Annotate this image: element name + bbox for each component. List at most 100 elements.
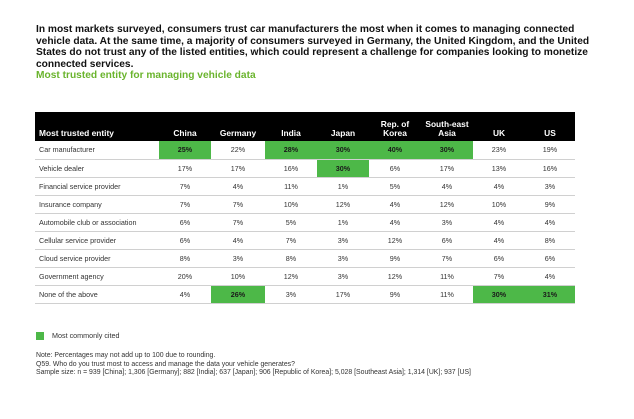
table-cell: 30% [317, 141, 369, 160]
row-label: Vehicle dealer [35, 159, 159, 178]
table-cell: 3% [525, 177, 575, 196]
table-cell: 31% [525, 285, 575, 304]
header-column: UK [473, 112, 525, 141]
table-cell: 4% [369, 213, 421, 232]
table-cell: 7% [211, 213, 265, 232]
table-cell: 8% [265, 249, 317, 268]
table-cell: 12% [421, 195, 473, 214]
table-cell: 4% [473, 213, 525, 232]
table-cell: 7% [421, 249, 473, 268]
table-cell: 4% [525, 267, 575, 286]
table-cell: 3% [265, 285, 317, 304]
table-cell: 3% [317, 267, 369, 286]
table-cell: 3% [211, 249, 265, 268]
table-cell: 6% [369, 159, 421, 178]
table-cell: 7% [159, 195, 211, 214]
table-cell: 3% [421, 213, 473, 232]
table-cell: 7% [211, 195, 265, 214]
note-question: Q59. Who do you trust most to access and… [36, 360, 295, 368]
table-cell: 10% [211, 267, 265, 286]
table-cell: 40% [369, 141, 421, 160]
table-cell: 1% [317, 177, 369, 196]
row-label: Cloud service provider [35, 249, 159, 268]
table-cell: 12% [369, 231, 421, 250]
header-column: Rep. of Korea [369, 112, 421, 141]
table-cell: 16% [525, 159, 575, 178]
row-label: Financial service provider [35, 177, 159, 196]
header-column: Germany [211, 112, 265, 141]
table-cell: 30% [421, 141, 473, 160]
table-cell: 12% [369, 267, 421, 286]
table-cell: 5% [265, 213, 317, 232]
row-label: Automobile club or association [35, 213, 159, 232]
legend-label: Most commonly cited [52, 331, 120, 340]
table-cell: 25% [159, 141, 211, 160]
header-column: South-east Asia [421, 112, 473, 141]
table-cell: 6% [159, 231, 211, 250]
table-cell: 7% [159, 177, 211, 196]
header-column: Japan [317, 112, 369, 141]
table-cell: 4% [473, 231, 525, 250]
table-cell: 23% [473, 141, 525, 160]
table-row: Insurance company 7% 7% 10% 12% 4% 12% 10% 9% [35, 195, 575, 214]
table-cell: 20% [159, 267, 211, 286]
table-cell: 16% [265, 159, 317, 178]
row-label: Cellular service provider [35, 231, 159, 250]
note-sample-size: Sample size: n = 939 [China]; 1,306 [Ger… [36, 369, 471, 377]
table-cell: 9% [369, 249, 421, 268]
table-cell: 30% [473, 285, 525, 304]
table-cell: 3% [317, 231, 369, 250]
table-cell: 11% [421, 285, 473, 304]
table-cell: 1% [317, 213, 369, 232]
table-cell: 6% [159, 213, 211, 232]
table-cell: 13% [473, 159, 525, 178]
table-cell: 12% [265, 267, 317, 286]
legend-swatch [36, 331, 44, 340]
table-row: Cellular service provider 6% 4% 7% 3% 12% 6% 4%… [35, 231, 575, 250]
table-cell: 7% [473, 267, 525, 286]
footnotes: Note: Percentages may not add up to 100 … [36, 352, 471, 378]
table-cell: 6% [525, 249, 575, 268]
table-header-row: Most trusted entity China Germany India … [35, 112, 575, 141]
table-cell: 4% [369, 195, 421, 214]
table-cell: 11% [421, 267, 473, 286]
table-cell: 17% [317, 285, 369, 304]
table-cell: 17% [421, 159, 473, 178]
table-row: Government agency 20% 10% 12% 3% 12% 11% 7% 4% [35, 267, 575, 286]
table-cell: 4% [525, 213, 575, 232]
table-cell: 11% [265, 177, 317, 196]
trust-table: Most trusted entity China Germany India … [35, 112, 575, 304]
table-cell: 26% [211, 285, 265, 304]
header-entity: Most trusted entity [35, 112, 159, 141]
table-row: Automobile club or association 6% 7% 5% 1% 4%… [35, 213, 575, 232]
legend: Most commonly cited [36, 331, 120, 340]
row-label: Car manufacturer [35, 141, 159, 160]
header-column: China [159, 112, 211, 141]
table-cell: 12% [317, 195, 369, 214]
row-label: Insurance company [35, 195, 159, 214]
table-cell: 17% [159, 159, 211, 178]
table-cell: 3% [317, 249, 369, 268]
table-cell: 4% [211, 177, 265, 196]
header-column: India [265, 112, 317, 141]
table-cell: 8% [159, 249, 211, 268]
table-cell: 4% [211, 231, 265, 250]
table-cell: 17% [211, 159, 265, 178]
table-cell: 4% [473, 177, 525, 196]
table-cell: 6% [421, 231, 473, 250]
table-cell: 4% [159, 285, 211, 304]
table-cell: 7% [265, 231, 317, 250]
table-cell: 6% [473, 249, 525, 268]
table-cell: 19% [525, 141, 575, 160]
table-row: None of the above 4% 26% 3% 17% 9% 11% 30% 31% [35, 285, 575, 304]
table-cell: 30% [317, 159, 369, 178]
note-rounding: Note: Percentages may not add up to 100 … [36, 352, 216, 359]
intro-paragraph: In most markets surveyed, consumers trus… [36, 24, 590, 70]
table-row: Cloud service provider 8% 3% 8% 3% 9% 7% 6% 6% [35, 249, 575, 268]
table-cell: 22% [211, 141, 265, 160]
row-label: Government agency [35, 267, 159, 286]
table-row: Car manufacturer 25% 22% 28% 30% 40% 30% 23% 19% [35, 141, 575, 160]
table-cell: 10% [473, 195, 525, 214]
header-column: US [525, 112, 575, 141]
table-cell: 4% [421, 177, 473, 196]
